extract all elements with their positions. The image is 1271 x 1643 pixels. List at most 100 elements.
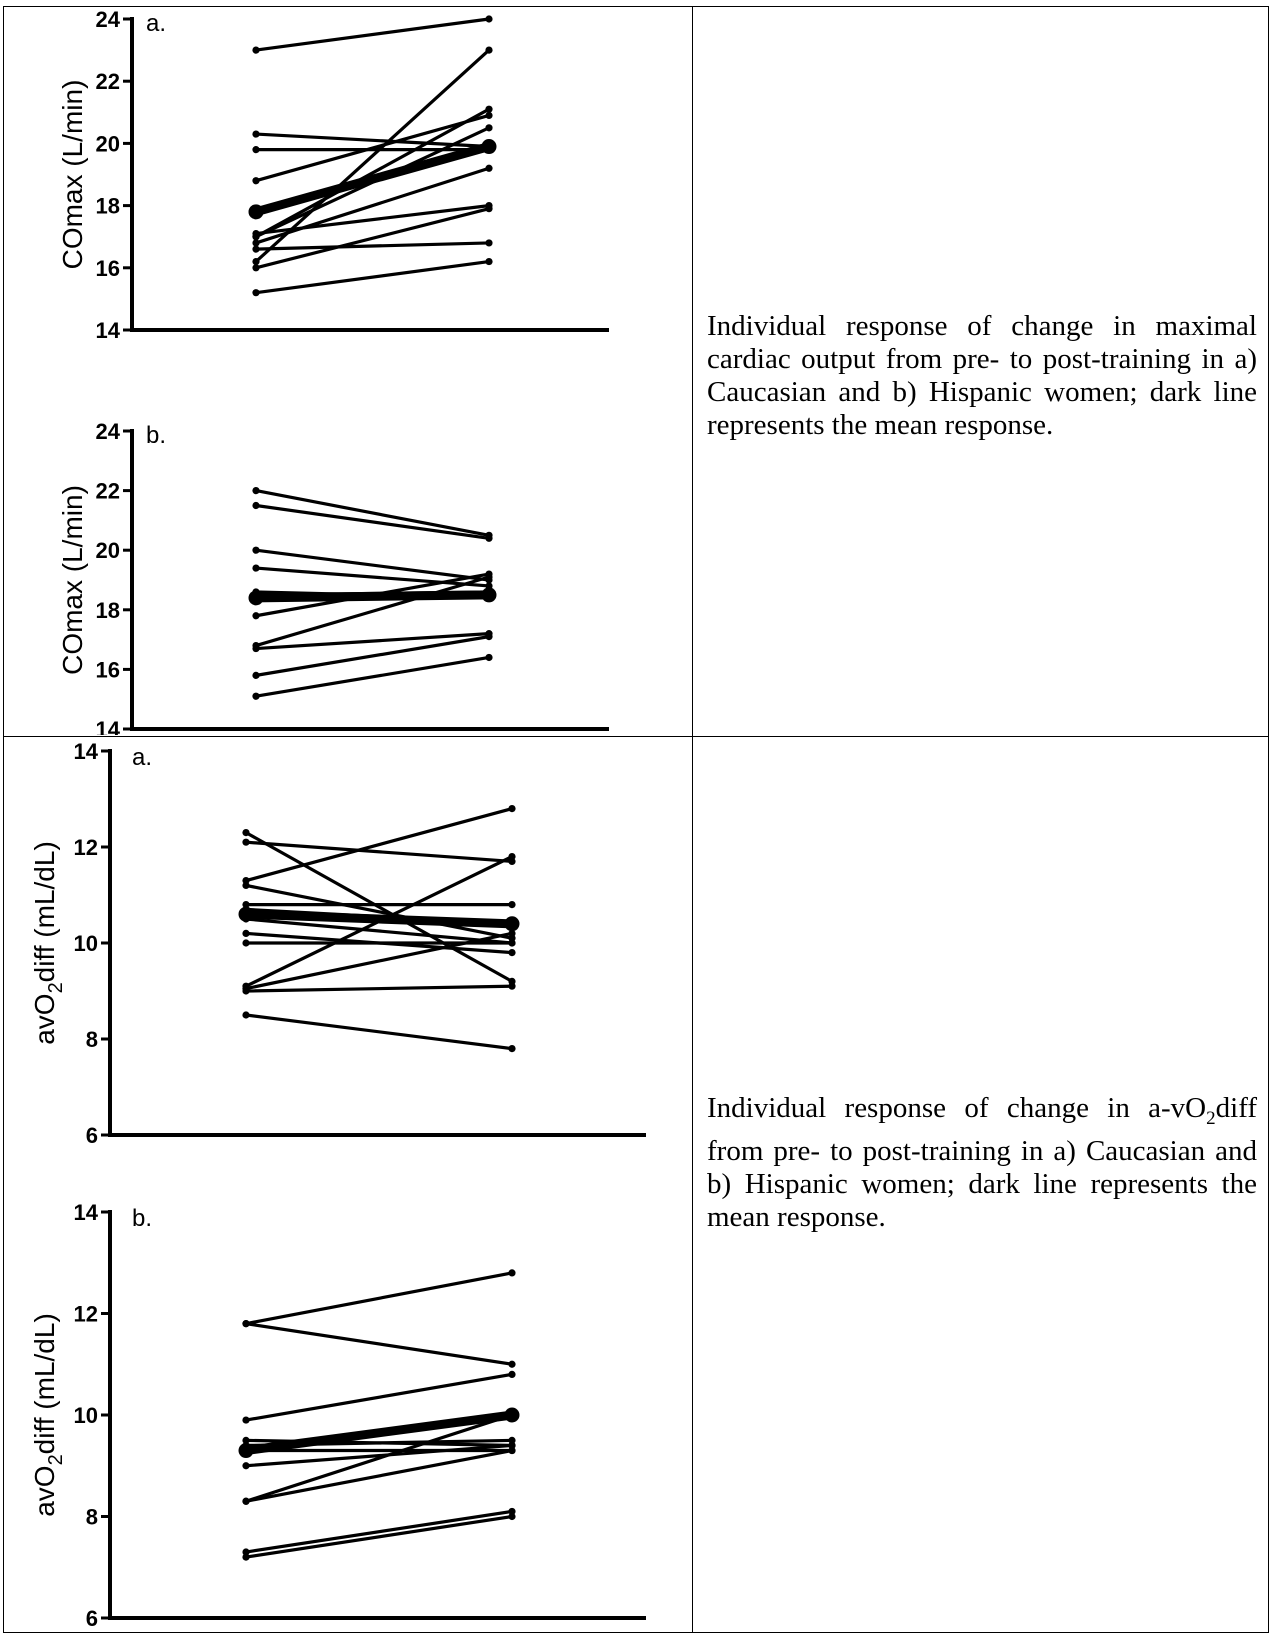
pre-point: [242, 929, 250, 937]
y-tick-label: 12: [74, 835, 98, 860]
panel-label: b.: [146, 422, 166, 449]
individual-line: [244, 840, 514, 864]
individual-line: [254, 488, 491, 537]
pre-point: [252, 46, 260, 54]
pre-point: [242, 1548, 250, 1556]
y-tick-label: 20: [96, 131, 120, 156]
mean-post-point: [481, 139, 497, 155]
pre-point: [242, 985, 250, 993]
pre-point: [242, 881, 250, 889]
post-point: [508, 1269, 516, 1277]
post-point: [508, 1436, 516, 1444]
y-axis-title-main: avO: [29, 1465, 60, 1516]
y-tick-label: 20: [96, 538, 120, 563]
individual-line: [244, 917, 514, 945]
mean-line: [245, 1410, 513, 1455]
post-point: [508, 805, 516, 813]
mean-post-point: [504, 1407, 520, 1423]
post-point: [485, 46, 493, 54]
post-point: [485, 15, 493, 23]
y-axis-title-sub: 2: [45, 1454, 67, 1465]
pre-point: [252, 264, 260, 272]
individual-line: [254, 107, 491, 239]
individual-line: [254, 566, 491, 588]
pre-point: [252, 487, 260, 495]
individual-line: [254, 113, 491, 183]
post-point: [508, 853, 516, 861]
pre-point: [252, 644, 260, 653]
individual-line: [244, 1514, 514, 1559]
individual-line: [254, 166, 491, 245]
pre-point: [252, 671, 260, 679]
pre-point: [242, 939, 250, 947]
post-point: [508, 982, 516, 990]
post-point: [508, 1360, 516, 1368]
post-point: [485, 257, 493, 266]
individual-line: [244, 1322, 514, 1366]
y-tick-label: 18: [96, 194, 120, 219]
pre-point: [252, 239, 260, 247]
y-axis-title-sub: 2: [45, 982, 67, 993]
post-point: [485, 239, 493, 247]
individual-line: [244, 1448, 514, 1503]
individual-line: [254, 207, 491, 270]
y-tick-label: 24: [96, 7, 121, 32]
plot-cell-avo2diff: 6 8 10 12 14 a. avO2diff (mL/dL) 6 8 10 12 14 b. avO…: [3, 736, 693, 1633]
mean-line: [254, 142, 491, 217]
mean-pre-point: [248, 204, 264, 220]
individual-line: [254, 503, 491, 540]
pre-point: [252, 245, 260, 253]
y-tick-label: 16: [96, 256, 120, 281]
y-axis-title: avO2diff (mL/dL): [29, 841, 67, 1045]
y-axis-title-rest: diff (mL/dL): [29, 1313, 60, 1454]
individual-line: [244, 1509, 514, 1554]
y-tick-label: 12: [74, 1302, 98, 1327]
pre-point: [242, 1416, 250, 1424]
individual-line: [244, 830, 514, 983]
individual-line: [244, 1271, 514, 1326]
post-point: [508, 1446, 516, 1455]
pre-point: [242, 838, 250, 846]
post-point: [508, 1045, 516, 1053]
y-tick-label: 22: [96, 479, 120, 504]
individual-line: [244, 1443, 514, 1468]
y-tick-label: 8: [86, 1027, 98, 1052]
post-point: [508, 939, 516, 947]
individual-line: [244, 931, 514, 991]
individual-line: [244, 806, 514, 883]
y-tick-label: 6: [86, 1123, 98, 1148]
panel-label: b.: [132, 1205, 152, 1232]
y-tick-label: 22: [96, 69, 120, 94]
pre-point: [242, 829, 250, 837]
pre-point: [252, 233, 260, 241]
y-tick-label: 14: [96, 318, 121, 343]
post-point: [508, 901, 516, 909]
caption-comax: Individual response of change in maximal…: [707, 310, 1257, 441]
pre-point: [242, 1011, 250, 1019]
panel-label: a.: [132, 744, 152, 771]
pre-point: [242, 1436, 250, 1444]
caption-cell-comax: Individual response of change in maximal…: [692, 6, 1269, 737]
panel-label: a.: [146, 10, 166, 37]
post-point: [508, 949, 516, 957]
plot-cell-comax: 14 16 18 20 22 24 a. COmax (L/min) 14 16 18 20 22 24…: [3, 6, 693, 737]
chart-comax-caucasian: 14 16 18 20 22 24 a. COmax (L/min): [57, 7, 609, 343]
caption-avo2diff: Individual response of change in a-vO2di…: [707, 1092, 1257, 1233]
y-axis-title-rest: diff (mL/dL): [29, 841, 60, 982]
post-point: [485, 124, 493, 132]
pre-point: [252, 130, 260, 138]
pre-point: [242, 1553, 250, 1561]
post-point: [508, 1512, 516, 1521]
pre-point: [252, 612, 260, 620]
pre-point: [252, 289, 260, 297]
pre-point: [252, 692, 260, 700]
post-point: [485, 653, 493, 662]
pre-point: [252, 146, 260, 154]
post-point: [508, 929, 516, 937]
individual-line: [244, 984, 514, 993]
post-point: [485, 164, 493, 172]
individual-line: [254, 575, 491, 648]
post-point: [508, 1441, 516, 1450]
chart-comax-hispanic: 14 16 18 20 22 24 b. COmax (L/min): [57, 419, 609, 735]
individual-line: [244, 883, 514, 940]
